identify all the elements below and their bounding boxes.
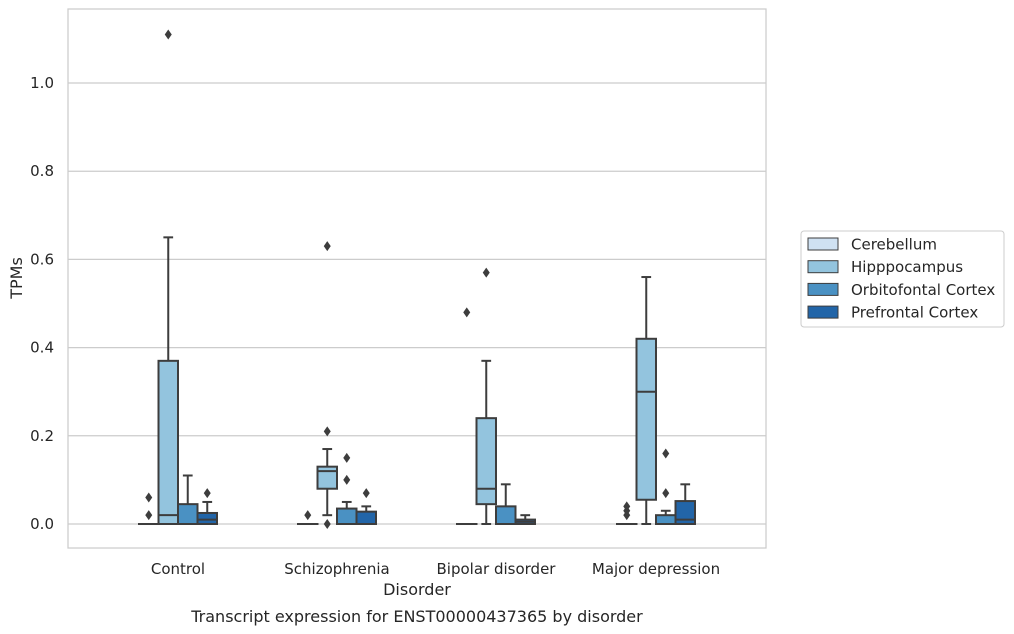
outlier-point (662, 448, 670, 459)
y-tick-label: 0.4 (30, 339, 54, 357)
box (177, 503, 199, 525)
plot-frame (67, 8, 767, 549)
box-group (316, 241, 338, 529)
outlier-point (623, 501, 631, 512)
box-group (157, 29, 179, 525)
outlier-point (463, 307, 471, 318)
legend-label: Cerebellum (851, 236, 937, 254)
box-group (456, 307, 478, 526)
x-tick-label: Control (151, 560, 205, 578)
outlier-point (323, 519, 331, 529)
outlier-point (343, 474, 351, 485)
outlier-point (323, 241, 331, 252)
box-group (495, 483, 517, 525)
outlier-point (323, 426, 331, 437)
box-group (355, 488, 377, 526)
box (157, 359, 179, 525)
box (495, 505, 517, 525)
outlier-point (164, 29, 172, 40)
outlier-point (304, 510, 312, 521)
box-group (297, 510, 319, 526)
box (355, 510, 377, 526)
box-group (475, 267, 497, 525)
y-axis-label: TPMs (7, 257, 26, 300)
y-tick-labels: 0.0 0.2 0.4 0.6 0.8 1.0 (30, 74, 54, 533)
y-tick-label: 1.0 (30, 74, 54, 92)
box-group (674, 483, 696, 525)
box-group (196, 488, 218, 525)
box (475, 417, 497, 506)
outlier-point (343, 452, 351, 463)
legend-label: Prefrontal Cortex (851, 304, 978, 322)
box (336, 507, 358, 526)
outlier-point (662, 488, 670, 499)
y-tick-label: 0.6 (30, 250, 54, 268)
y-tick-label: 0.8 (30, 162, 54, 180)
box (316, 465, 338, 490)
legend: Cerebellum Hipppocampus Orbitofontal Corte… (800, 230, 1005, 328)
x-tick-label: Schizophrenia (284, 560, 389, 578)
box (635, 337, 657, 501)
figure-caption: Transcript expression for ENST0000043736… (190, 607, 643, 626)
box-group (635, 276, 657, 525)
y-tick-label: 0.0 (30, 515, 54, 533)
box-group (514, 514, 536, 526)
box (674, 500, 696, 525)
outlier-point (145, 492, 153, 503)
x-axis-label: Disorder (383, 580, 451, 599)
outlier-point (482, 267, 490, 278)
outlier-point (362, 488, 370, 499)
legend-label: Orbitofontal Cortex (851, 281, 995, 299)
legend-label: Hipppocampus (851, 258, 963, 276)
legend-swatch (807, 260, 839, 274)
legend-swatch (807, 237, 839, 251)
box (655, 514, 677, 525)
box-group (336, 452, 358, 526)
outlier-point (145, 510, 153, 521)
box (196, 511, 218, 525)
x-tick-label: Bipolar disorder (437, 560, 557, 578)
outlier-point (203, 488, 211, 499)
box-group (616, 501, 638, 526)
legend-swatch (807, 305, 839, 319)
x-tick-label: Major depression (592, 560, 720, 578)
box-groups (138, 29, 696, 529)
x-tick-labels: Control Schizophrenia Bipolar disorder Majo… (151, 560, 720, 578)
box-group (655, 448, 677, 525)
legend-swatch (807, 282, 839, 296)
legend-frame (800, 230, 1005, 328)
y-tick-label: 0.2 (30, 427, 54, 445)
